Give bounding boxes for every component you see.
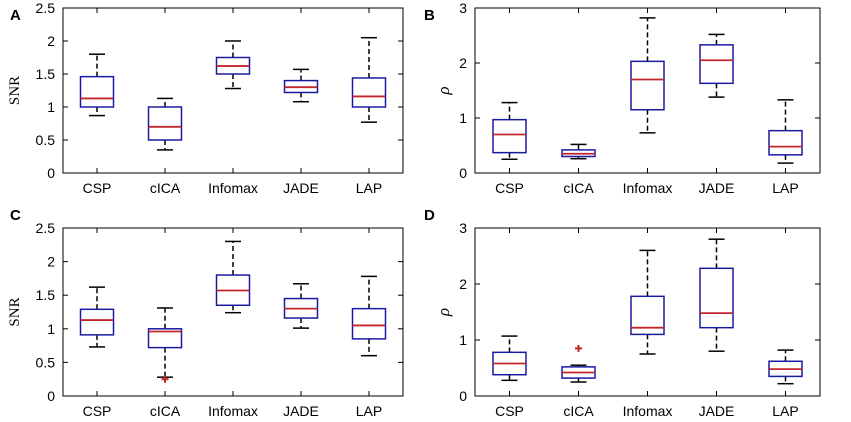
panel-letter: A [10,7,21,24]
box-lap [768,99,803,164]
x-tick-label: LAP [772,180,798,196]
y-tick-label: 2 [47,33,55,49]
y-tick-label: 1.5 [36,287,56,303]
y-tick-label: 2.5 [36,220,56,236]
y-axis-label: SNR [7,76,23,105]
box-iqr [79,75,115,108]
box-lap [351,36,387,123]
x-tick-label: cICA [563,403,594,419]
box-lap [768,349,803,385]
y-axis-label: ρ [434,86,453,95]
y-tick-label: 0 [47,165,55,181]
x-tick-label: CSP [83,403,112,419]
y-tick-label: 0 [459,165,467,181]
x-tick-label: LAP [772,403,798,419]
box-iqr [147,106,183,141]
outlier-marker [161,375,169,383]
chart-panel-c: C 0 0.5 1 1.5 2 2.5 SNR CSP cICA Infomax JADE LAP [7,207,404,419]
box-cica [561,344,596,383]
x-tick-label: Infomax [623,403,673,419]
panel-letter: D [424,207,435,224]
y-tick-label: 1 [459,332,467,348]
y-tick-label: 0.5 [36,132,56,148]
box-cica [147,97,183,151]
box-csp [492,101,527,160]
x-tick-label: cICA [150,180,181,196]
box-iqr [630,295,665,336]
box-iqr [768,129,803,156]
x-tick-label: CSP [495,180,524,196]
box-iqr [492,118,527,154]
box-infomax [630,17,665,134]
box-jade [283,68,319,103]
outlier-marker [575,344,582,352]
box-csp [492,335,527,382]
box-iqr [147,328,183,349]
box-iqr [630,60,665,111]
y-tick-label: 2 [459,276,467,292]
box-cica [561,143,596,160]
box-iqr [79,308,115,336]
y-tick-label: 0 [47,388,55,404]
y-tick-label: 1 [47,321,55,337]
x-tick-label: Infomax [208,180,258,196]
y-tick-label: 3 [459,0,467,16]
box-jade [699,238,734,352]
y-tick-label: 2 [459,55,467,71]
box-iqr [699,267,734,329]
x-tick-label: cICA [150,403,181,419]
y-tick-label: 1 [459,110,467,126]
chart-panel-a: A 0 0.5 1 1.5 2 2.5 SNR CSP cICA Infomax JADE LAP [7,0,404,196]
x-tick-label: JADE [699,180,735,196]
x-tick-label: Infomax [623,180,673,196]
box-infomax [215,40,251,90]
box-jade [699,33,734,98]
box-infomax [215,240,251,314]
x-tick-label: CSP [495,403,524,419]
x-tick-label: JADE [699,403,735,419]
box-cica [147,307,183,383]
box-lap [351,275,387,357]
panel-letter: C [10,207,21,224]
box-iqr [351,307,387,340]
x-tick-label: LAP [356,180,382,196]
x-tick-label: JADE [283,180,319,196]
x-tick-label: cICA [563,180,594,196]
box-jade [283,283,319,329]
box-csp [79,286,115,348]
y-axis-label: ρ [434,308,453,317]
y-tick-label: 0.5 [36,354,56,370]
box-infomax [630,249,665,355]
x-tick-label: JADE [283,403,319,419]
x-tick-label: CSP [83,180,112,196]
chart-panel-b: B 0 1 2 3 ρ CSP cICA Infomax JADE LAP [424,0,821,196]
panel-letter: B [424,7,435,24]
box-csp [79,53,115,117]
x-tick-label: Infomax [208,403,258,419]
y-tick-label: 2.5 [36,0,56,16]
x-tick-label: LAP [356,403,382,419]
box-iqr [699,44,734,85]
y-axis-label: SNR [7,297,23,326]
y-tick-label: 1 [47,99,55,115]
y-tick-label: 2 [47,254,55,270]
y-tick-label: 3 [459,220,467,236]
chart-panel-d: D 0 1 2 3 ρ CSP cICA Infomax JADE LAP [424,207,821,419]
y-tick-label: 1.5 [36,66,56,82]
y-tick-label: 0 [459,388,467,404]
box-iqr [351,77,387,108]
